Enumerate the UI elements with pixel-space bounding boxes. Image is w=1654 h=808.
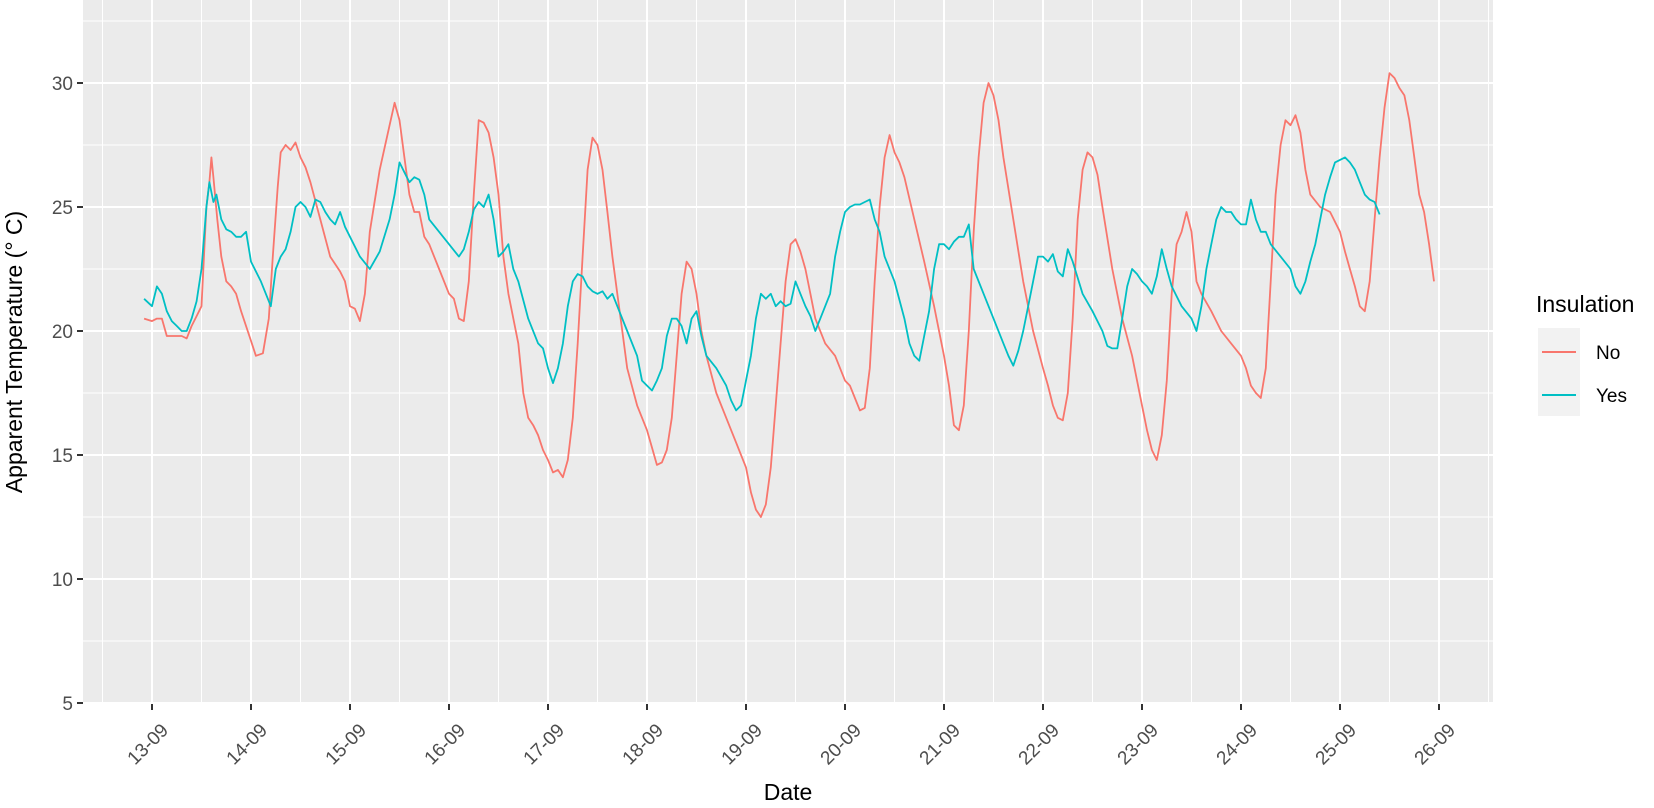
- y-tick-label: 30: [52, 74, 73, 95]
- x-tick-label: 18-09: [619, 720, 668, 769]
- x-tick-label: 16-09: [421, 720, 470, 769]
- legend-label-no: No: [1596, 343, 1620, 364]
- series-line-no: [143, 72, 1435, 518]
- legend-title: Insulation: [1536, 291, 1634, 317]
- x-tick-label: 14-09: [223, 720, 272, 769]
- series-line-yes: [143, 156, 1381, 412]
- x-tick-label: 13-09: [124, 720, 173, 769]
- x-tick-label: 21-09: [916, 720, 965, 769]
- y-tick-label: 25: [52, 198, 73, 219]
- x-tick-label: 25-09: [1312, 720, 1361, 769]
- x-tick-label: 19-09: [718, 720, 767, 769]
- x-tick-label: 20-09: [817, 720, 866, 769]
- plot-panel: [83, 0, 1493, 704]
- x-tick-label: 15-09: [322, 720, 371, 769]
- y-tick-label: 15: [52, 446, 73, 467]
- x-tick-label: 23-09: [1114, 720, 1163, 769]
- series-lines: [143, 72, 1435, 518]
- legend: Insulation No Yes: [1536, 291, 1634, 416]
- x-tick-label: 24-09: [1213, 720, 1262, 769]
- y-tick-label: 20: [52, 322, 73, 343]
- legend-label-yes: Yes: [1596, 386, 1627, 407]
- y-axis-title: Apparent Temperature (° C): [1, 211, 27, 493]
- x-tick-label: 17-09: [520, 720, 569, 769]
- x-tick-label: 22-09: [1015, 720, 1064, 769]
- y-axis: 5 10 15 20 25 30: [52, 74, 83, 715]
- x-tick-label: 26-09: [1411, 720, 1460, 769]
- minor-gridlines: [83, 0, 1493, 704]
- major-gridlines: [83, 0, 1493, 704]
- x-axis: 13-09 14-09 15-09 16-09 17-09 18-09 19-09 20-09…: [124, 704, 1460, 769]
- y-tick-label: 5: [62, 694, 73, 715]
- legend-key-background: [1538, 328, 1580, 416]
- x-axis-title: Date: [764, 779, 813, 805]
- y-tick-label: 10: [52, 570, 73, 591]
